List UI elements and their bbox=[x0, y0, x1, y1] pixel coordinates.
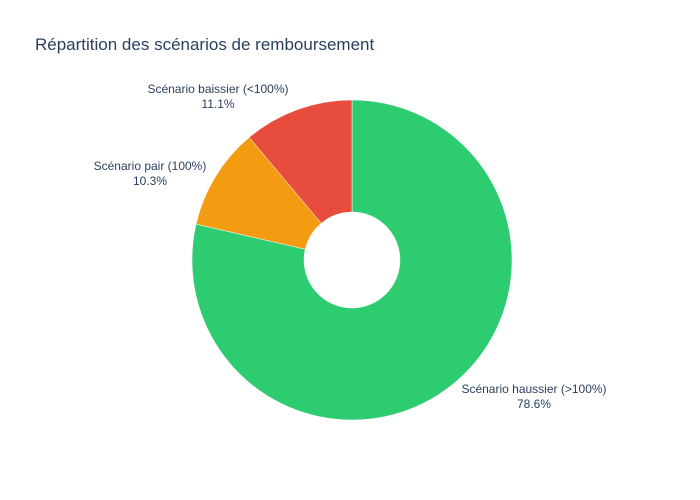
slices-group bbox=[191, 99, 513, 421]
pie-slice[interactable] bbox=[248, 99, 353, 224]
slice-label-percent: 78.6% bbox=[517, 397, 551, 411]
slice-label-name: Scénario haussier (>100%) bbox=[461, 382, 606, 396]
slice-label-percent: 10.3% bbox=[133, 174, 167, 188]
chart-title: Répartition des scénarios de rembourseme… bbox=[35, 35, 375, 54]
slice-label-name: Scénario baissier (<100%) bbox=[147, 82, 288, 96]
slice-label: Scénario haussier (>100%) 78.6% bbox=[461, 382, 606, 411]
slice-label: Scénario pair (100%) 10.3% bbox=[94, 159, 207, 188]
labels-group: Scénario haussier (>100%) 78.6% Scénario p… bbox=[94, 82, 607, 411]
pie-slice[interactable] bbox=[191, 99, 513, 421]
slice-label-name: Scénario pair (100%) bbox=[94, 159, 207, 173]
slice-label-percent: 11.1% bbox=[201, 97, 234, 111]
slice-label: Scénario baissier (<100%) 11.1% bbox=[147, 82, 288, 111]
